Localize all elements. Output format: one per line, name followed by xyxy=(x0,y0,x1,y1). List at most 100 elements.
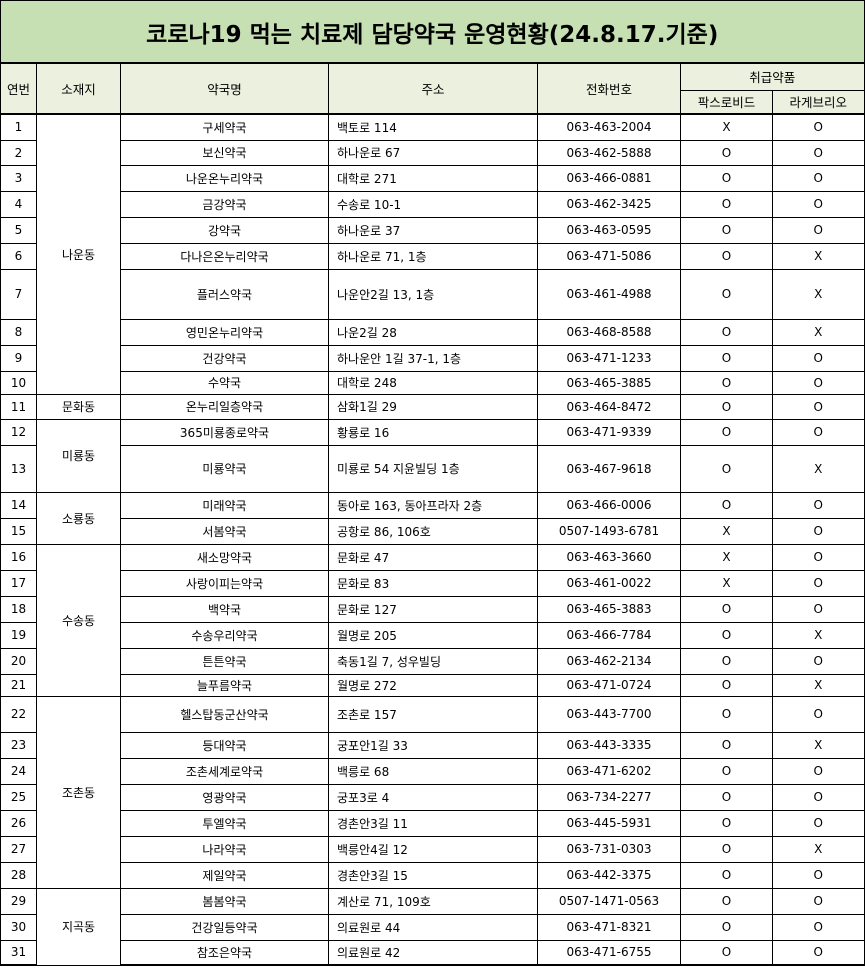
row-number: 10 xyxy=(0,370,37,395)
paxlovid-availability: O xyxy=(680,621,773,649)
paxlovid-availability: O xyxy=(680,757,773,785)
phone-number: 063-442-3375 xyxy=(537,861,681,889)
header-lagevrio: 라게브리오 xyxy=(772,89,865,115)
pharmacy-name: 참조은약국 xyxy=(120,939,329,966)
table-row: 2 보신약국 하나운로 67 063-462-5888 O O xyxy=(0,139,865,166)
paxlovid-availability: O xyxy=(680,268,773,320)
phone-number: 063-443-7700 xyxy=(537,695,681,733)
pharmacy-name: 미래약국 xyxy=(120,491,329,519)
pharmacy-name: 강약국 xyxy=(120,216,329,244)
table-row: 16 수송동 새소망약국 문화로 47 063-463-3660 X O xyxy=(0,543,865,697)
row-number: 14 xyxy=(0,491,37,519)
table-row: 30 건강일등약국 의료원로 44 063-471-8321 O O xyxy=(0,913,865,941)
pharmacy-name: 금강약국 xyxy=(120,190,329,218)
table-row: 22 조촌동 헬스탑동군산약국 조촌로 157 063-443-7700 O O xyxy=(0,695,865,889)
phone-number: 063-471-6202 xyxy=(537,757,681,785)
address: 축동1길 7, 성우빌딩 xyxy=(328,647,538,675)
table-row: 25 영광약국 궁포3로 4 063-734-2277 O O xyxy=(0,783,865,811)
row-number: 25 xyxy=(0,783,37,811)
pharmacy-name: 구세약국 xyxy=(120,113,329,141)
pharmacy-name: 나운온누리약국 xyxy=(120,164,329,192)
row-number: 12 xyxy=(0,418,37,446)
phone-number: 063-445-5931 xyxy=(537,809,681,837)
phone-number: 063-471-8321 xyxy=(537,913,681,941)
row-number: 4 xyxy=(0,190,37,218)
row-number: 8 xyxy=(0,318,37,346)
pharmacy-name: 헬스탑동군산약국 xyxy=(120,695,329,733)
row-number: 1 xyxy=(0,113,37,141)
row-number: 3 xyxy=(0,164,37,192)
region-cell: 소룡동 xyxy=(36,491,121,545)
table-row: 12 미룡동 365미룡종로약국 황룡로 16 063-471-9339 O O xyxy=(0,418,865,493)
lagevrio-availability: X xyxy=(772,268,865,320)
paxlovid-availability: O xyxy=(680,887,773,915)
address: 백릉안4길 12 xyxy=(328,835,538,863)
pharmacy-name: 등대약국 xyxy=(120,731,329,759)
address: 월명로 205 xyxy=(328,621,538,649)
header-name: 약국명 xyxy=(120,62,329,115)
paxlovid-availability: O xyxy=(680,318,773,346)
table-row: 13 미룡약국 미룡로 54 지윤빌딩 1층 063-467-9618 O X xyxy=(0,444,865,493)
phone-number: 063-463-3660 xyxy=(537,543,681,571)
paxlovid-availability: O xyxy=(680,164,773,192)
address: 백토로 114 xyxy=(328,113,538,141)
lagevrio-availability: O xyxy=(772,491,865,519)
row-number: 11 xyxy=(0,393,37,420)
address: 계산로 71, 109호 xyxy=(328,887,538,915)
pharmacy-name: 백약국 xyxy=(120,595,329,623)
row-number: 20 xyxy=(0,647,37,675)
paxlovid-availability: O xyxy=(680,190,773,218)
phone-number: 063-462-2134 xyxy=(537,647,681,675)
pharmacy-name: 나라약국 xyxy=(120,835,329,863)
address: 경촌안3길 15 xyxy=(328,861,538,889)
lagevrio-availability: X xyxy=(772,835,865,863)
address: 미룡로 54 지윤빌딩 1층 xyxy=(328,444,538,493)
paxlovid-availability: O xyxy=(680,939,773,966)
pharmacy-name: 투엘약국 xyxy=(120,809,329,837)
pharmacy-name: 조촌세계로약국 xyxy=(120,757,329,785)
phone-number: 063-471-1233 xyxy=(537,344,681,372)
region-cell: 수송동 xyxy=(36,543,121,697)
address: 문화로 127 xyxy=(328,595,538,623)
region-cell: 미룡동 xyxy=(36,418,121,493)
paxlovid-availability: O xyxy=(680,595,773,623)
phone-number: 063-466-0881 xyxy=(537,164,681,192)
pharmacy-name: 서봄약국 xyxy=(120,517,329,545)
pharmacy-name: 수송우리약국 xyxy=(120,621,329,649)
row-number: 26 xyxy=(0,809,37,837)
header-no: 연번 xyxy=(0,62,37,115)
lagevrio-availability: O xyxy=(772,595,865,623)
lagevrio-availability: O xyxy=(772,647,865,675)
table-row: 15 서봄약국 공항로 86, 106호 0507-1493-6781 X O xyxy=(0,517,865,545)
lagevrio-availability: X xyxy=(772,242,865,270)
paxlovid-availability: X xyxy=(680,543,773,571)
phone-number: 063-731-0303 xyxy=(537,835,681,863)
phone-number: 063-466-0006 xyxy=(537,491,681,519)
phone-number: 063-471-5086 xyxy=(537,242,681,270)
lagevrio-availability: O xyxy=(772,809,865,837)
phone-number: 063-461-4988 xyxy=(537,268,681,320)
table-row: 5 강약국 하나운로 37 063-463-0595 O O xyxy=(0,216,865,244)
paxlovid-availability: O xyxy=(680,809,773,837)
address: 의료원로 42 xyxy=(328,939,538,966)
pharmacy-name: 사랑이피는약국 xyxy=(120,569,329,597)
region-cell: 지곡동 xyxy=(36,887,121,966)
phone-number: 063-468-8588 xyxy=(537,318,681,346)
table-row: 31 참조은약국 의료원로 42 063-471-6755 O O xyxy=(0,939,865,966)
row-number: 31 xyxy=(0,939,37,966)
paxlovid-availability: O xyxy=(680,491,773,519)
phone-number: 063-443-3335 xyxy=(537,731,681,759)
region-cell: 조촌동 xyxy=(36,695,121,889)
table-row: 6 다나은온누리약국 하나운로 71, 1층 063-471-5086 O X xyxy=(0,242,865,270)
row-number: 19 xyxy=(0,621,37,649)
paxlovid-availability: X xyxy=(680,113,773,141)
phone-number: 063-471-6755 xyxy=(537,939,681,966)
table-row: 28 제일약국 경촌안3길 15 063-442-3375 O O xyxy=(0,861,865,889)
address: 하나운로 37 xyxy=(328,216,538,244)
lagevrio-availability: O xyxy=(772,517,865,545)
address: 하나운로 67 xyxy=(328,139,538,166)
paxlovid-availability: O xyxy=(680,913,773,941)
lagevrio-availability: O xyxy=(772,418,865,446)
page-title: 코로나19 먹는 치료제 담당약국 운영현황(24.8.17.기준) xyxy=(0,0,865,64)
address: 공항로 86, 106호 xyxy=(328,517,538,545)
